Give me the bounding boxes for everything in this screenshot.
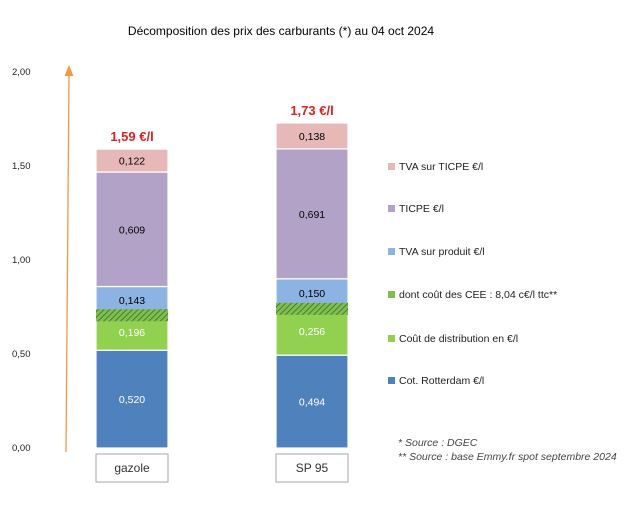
legend-label: Coût de distribution en €/l [399, 333, 518, 345]
data-label: 0,609 [119, 224, 145, 236]
data-label: 0,196 [119, 327, 145, 339]
bar-segment [95, 349, 169, 449]
data-label: 0,150 [299, 288, 325, 300]
bars: 0,520 0,196 0,143 0,609 0,122 1,59 €/l 0,494 0,… [95, 103, 349, 449]
legend-swatch [388, 335, 395, 342]
legend-label: dont coût des CEE : 8,04 c€/l ttc** [399, 289, 557, 301]
legend-swatch [388, 163, 395, 170]
data-label: 0,494 [299, 397, 325, 409]
y-tick-label: 2,00 [12, 67, 31, 78]
data-label: 0,138 [299, 131, 325, 143]
source-notes: * Source : DGEC ** Source : base Emmy.fr … [398, 437, 617, 463]
bar-segment [95, 171, 169, 288]
chart-title: Décomposition des prix des carburants (*… [128, 24, 434, 38]
total-label: 1,73 €/l [290, 103, 333, 118]
axis-arrow-line [65, 74, 70, 453]
category-label: SP 95 [296, 461, 329, 475]
legend-label: TVA sur produit €/l [399, 246, 485, 258]
y-tick-label: 1,50 [12, 161, 31, 172]
axis-arrow-head [64, 65, 74, 76]
category-box [275, 453, 349, 483]
legend-label: TVA sur TICPE €/l [399, 161, 483, 173]
legend-swatch [388, 291, 395, 298]
bar-segment-hatched [96, 309, 168, 322]
legend-swatch [388, 205, 395, 212]
y-tick-label: 0,00 [12, 443, 31, 454]
data-label: 0,122 [119, 156, 145, 168]
category-box [95, 453, 169, 483]
category-labels: gazole SP 95 [95, 453, 349, 483]
total-label: 1,59 €/l [110, 129, 153, 144]
y-tick-label: 0,50 [12, 349, 31, 360]
bar-segment [275, 306, 349, 356]
legend-label: TICPE €/l [399, 203, 444, 215]
legend-label: Cot. Rotterdam €/l [399, 375, 484, 387]
legend: TVA sur TICPE €/l TICPE €/l TVA sur produi… [388, 161, 557, 387]
y-axis: 0,00 0,50 1,00 1,50 2,00 [12, 65, 74, 454]
bar-segment [95, 148, 169, 173]
data-label: 0,256 [299, 326, 325, 338]
category-label: gazole [114, 461, 150, 475]
data-label: 0,691 [299, 209, 325, 221]
bar-segment [275, 148, 349, 280]
legend-swatch [388, 248, 395, 255]
bar-segment [275, 278, 349, 308]
bar-segment [275, 354, 349, 449]
y-tick-label: 1,00 [12, 255, 31, 266]
bar-segment-hatched [276, 302, 348, 315]
data-label: 0,143 [119, 295, 145, 307]
data-label: 0,520 [119, 394, 145, 406]
legend-swatch [388, 377, 395, 384]
source-note: ** Source : base Emmy.fr spot septembre … [398, 451, 617, 463]
bar-segment [275, 122, 349, 150]
source-note: * Source : DGEC [398, 437, 478, 449]
